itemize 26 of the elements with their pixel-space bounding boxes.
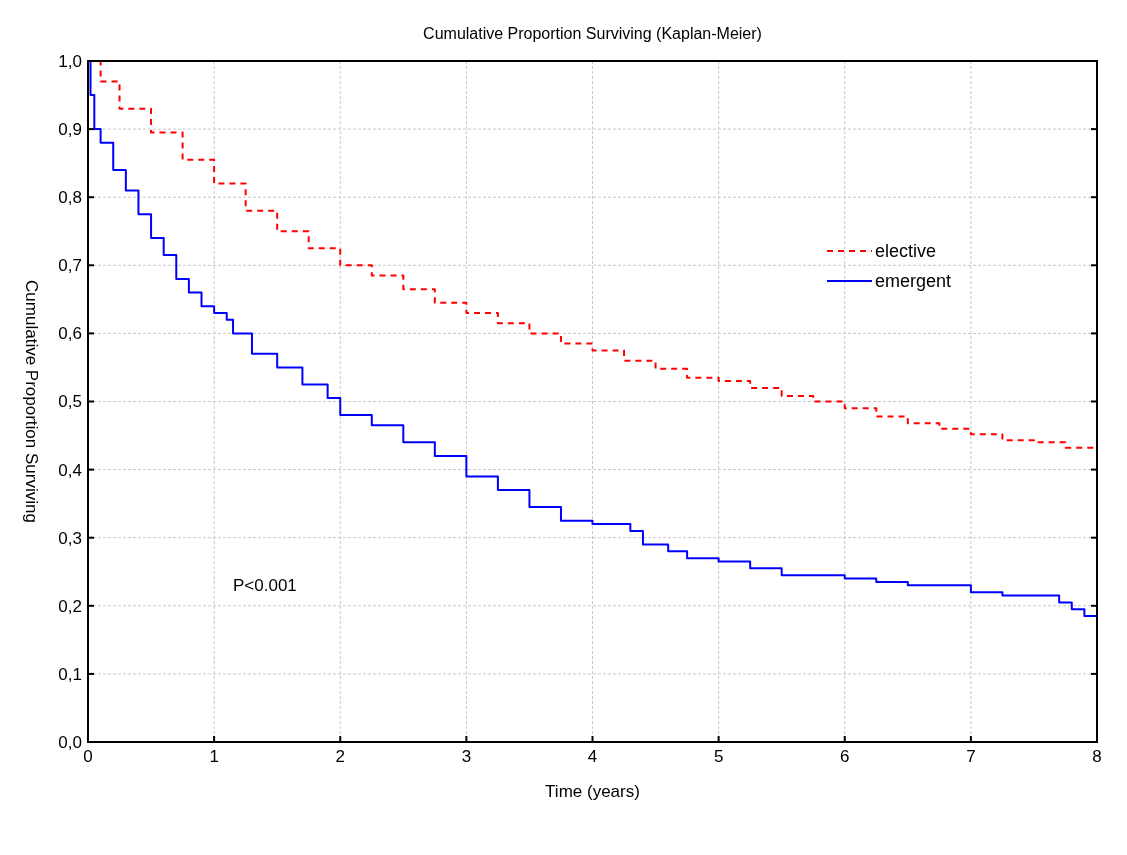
y-tick-label: 1,0 — [58, 51, 82, 71]
y-tick-label: 0,0 — [58, 732, 82, 752]
y-tick-label: 0,9 — [58, 120, 82, 140]
y-tick-label: 0,7 — [58, 256, 82, 276]
x-tick-label: 4 — [587, 747, 598, 766]
x-axis-title: Time (years) — [545, 782, 640, 801]
x-tick-label: 3 — [461, 747, 472, 766]
x-tick-label: 8 — [1092, 747, 1102, 766]
x-tick-label: 2 — [335, 747, 345, 766]
y-tick-label: 0,4 — [58, 460, 82, 480]
y-axis-title: Cumulative Proportion Surviving — [22, 280, 41, 523]
y-tick-label: 0,1 — [58, 664, 82, 684]
legend-label: elective — [875, 241, 937, 262]
y-tick-label: 0,6 — [58, 324, 82, 344]
y-tick-label: 0,2 — [58, 596, 82, 616]
legend-label: emergent — [875, 271, 952, 292]
x-tick-label: 1 — [209, 747, 219, 766]
annotation: P<0.001 — [233, 576, 297, 595]
y-tick-label: 0,5 — [58, 392, 82, 412]
x-tick-label: 0 — [83, 747, 93, 766]
x-tick-label: 7 — [966, 747, 976, 766]
chart-title: Cumulative Proportion Surviving (Kaplan-Meier) — [423, 25, 762, 42]
y-tick-label: 0,3 — [58, 528, 82, 548]
x-tick-label: 5 — [713, 747, 724, 766]
y-tick-label: 0,8 — [58, 188, 82, 208]
x-tick-label: 6 — [840, 747, 850, 766]
